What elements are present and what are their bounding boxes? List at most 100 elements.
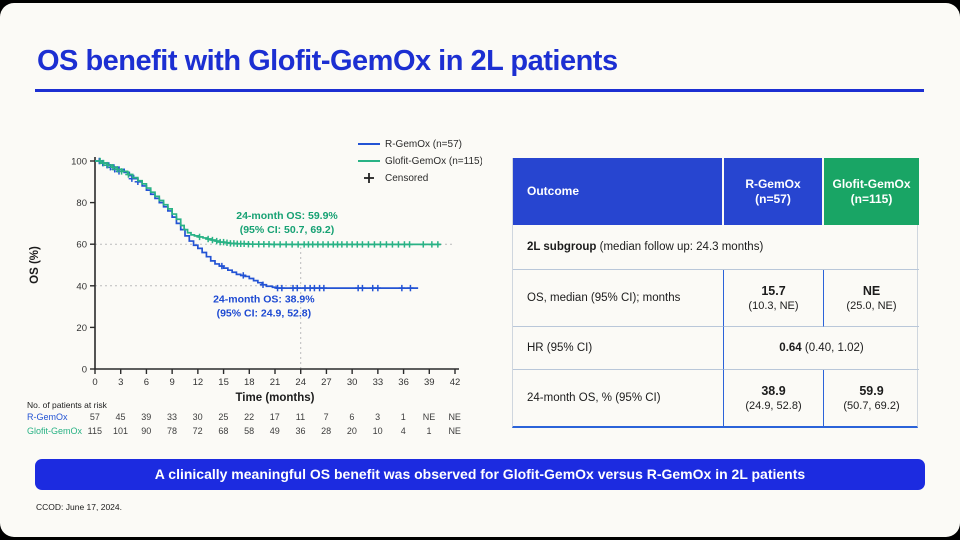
svg-text:36: 36 [398, 377, 409, 388]
svg-text:6: 6 [144, 377, 149, 388]
os24-glofit-ci: (50.7, 69.2) [843, 399, 900, 412]
risk-value: 58 [244, 426, 255, 436]
risk-value: 17 [269, 412, 280, 422]
hr-value-ci: (0.40, 1.02) [801, 341, 864, 354]
svg-text:18: 18 [244, 377, 255, 388]
risk-value: 68 [218, 426, 229, 436]
svg-text:30: 30 [347, 377, 358, 388]
risk-value: 10 [372, 426, 383, 436]
risk-row-glofit: Glofit-GemOx 115 101 90 78 72 68 58 49 36 28 20 10 4 1… [0, 426, 500, 439]
risk-value: NE [422, 412, 436, 422]
header-rgemox-line1: R-GemOx [745, 176, 801, 191]
svg-text:R-GemOx (n=57): R-GemOx (n=57) [385, 139, 462, 150]
svg-text:42: 42 [450, 377, 461, 388]
page-title: OS benefit with Glofit-GemOx in 2L patie… [37, 45, 618, 77]
risk-value: 78 [166, 426, 177, 436]
os-median-glofit-value: NE [862, 283, 881, 298]
risk-value: 28 [321, 426, 332, 436]
svg-text:3: 3 [118, 377, 123, 388]
os24-rgemox: 38.9 (24.9, 52.8) [724, 370, 824, 426]
svg-text:24-month OS: 59.9%: 24-month OS: 59.9% [236, 210, 338, 222]
risk-value: 1 [426, 426, 432, 436]
slide: OS benefit with Glofit-GemOx in 2L patie… [0, 3, 960, 537]
hr-label: HR (95% CI) [513, 327, 724, 370]
outcome-table: Outcome R-GemOx (n=57) Glofit-GemOx (n=1… [512, 158, 919, 428]
svg-text:(95% CI: 50.7, 69.2): (95% CI: 50.7, 69.2) [240, 224, 335, 236]
svg-text:80: 80 [76, 198, 87, 209]
os24-glofit: 59.9 (50.7, 69.2) [824, 370, 919, 426]
censor-marks-glofit-gemox-n-115 [96, 157, 442, 248]
svg-text:21: 21 [270, 377, 281, 388]
risk-value: 90 [141, 426, 152, 436]
os-median-glofit-ci: (25.0, NE) [846, 299, 897, 312]
svg-text:9: 9 [169, 377, 174, 388]
svg-text:33: 33 [373, 377, 384, 388]
outcome-table-header-outcome: Outcome [513, 158, 724, 225]
svg-text:12: 12 [193, 377, 204, 388]
risk-value: 72 [192, 426, 203, 436]
os-median-rgemox-ci: (10.3, NE) [748, 299, 799, 312]
title-underline [35, 89, 924, 92]
svg-text:0: 0 [92, 377, 97, 388]
svg-text:OS (%): OS (%) [29, 246, 41, 284]
outcome-table-header-glofit: Glofit-GemOx (n=115) [824, 158, 919, 225]
subgroup-bold: 2L subgroup [527, 241, 597, 253]
risk-value: 33 [166, 412, 177, 422]
header-glofit-line1: Glofit-GemOx [832, 176, 911, 191]
risk-value: NE [448, 412, 461, 422]
os24-glofit-value: 59.9 [859, 383, 884, 398]
risk-value: 11 [295, 412, 306, 422]
risk-value: 57 [89, 412, 100, 422]
risk-value: 101 [113, 426, 129, 436]
svg-text:(95% CI: 24.9, 52.8): (95% CI: 24.9, 52.8) [217, 307, 312, 319]
risk-value: 20 [346, 426, 357, 436]
risk-label: R-GemOx [27, 412, 68, 422]
svg-text:24: 24 [295, 377, 306, 388]
hr-value-main: 0.64 [779, 341, 802, 354]
risk-value: 25 [218, 412, 229, 422]
risk-value: 3 [375, 412, 381, 422]
os24-rgemox-ci: (24.9, 52.8) [745, 399, 802, 412]
risk-value: 7 [323, 412, 329, 422]
subgroup-row: 2L subgroup (median follow up: 24.3 mont… [513, 225, 919, 270]
svg-text:Glofit-GemOx (n=115): Glofit-GemOx (n=115) [385, 156, 482, 167]
svg-text:27: 27 [321, 377, 332, 388]
os24-rgemox-value: 38.9 [761, 383, 786, 398]
os-median-glofit: NE (25.0, NE) [824, 270, 919, 327]
risk-row-rgemox: R-GemOx 57 45 39 33 30 25 22 17 11 7 6 3 1 NE NE [0, 412, 500, 425]
svg-text:Time (months): Time (months) [235, 392, 314, 404]
header-glofit-line2: (n=115) [850, 191, 893, 206]
os-median-label: OS, median (95% CI); months [513, 270, 724, 327]
km-plot-area: 0 20 40 60 80 100 0 3 6 9 12 15 18 21 24 27 30 33 36 39 42 Ti… [22, 131, 483, 423]
svg-text:60: 60 [76, 240, 87, 251]
subgroup-rest: (median follow up: 24.3 months) [596, 241, 764, 253]
svg-text:39: 39 [424, 377, 435, 388]
risk-value: 22 [244, 412, 255, 422]
chart-legend: R-GemOx (n=57) Glofit-GemOx (n=115) Censor… [358, 139, 483, 184]
os24-label: 24-month OS, % (95% CI) [513, 370, 724, 426]
svg-text:Censored: Censored [385, 173, 428, 184]
risk-value: 36 [295, 426, 306, 436]
svg-text:24-month OS: 38.9%: 24-month OS: 38.9% [213, 293, 315, 305]
risk-value: 115 [87, 426, 103, 436]
hr-value: 0.64 (0.40, 1.02) [724, 327, 919, 370]
risk-label: Glofit-GemOx [27, 426, 83, 436]
risk-table-title: No. of patients at risk [27, 400, 107, 410]
risk-value: 45 [115, 412, 126, 422]
svg-text:20: 20 [76, 323, 87, 334]
svg-text:40: 40 [76, 281, 87, 292]
conclusion-banner: A clinically meaningful OS benefit was o… [35, 459, 925, 490]
risk-value: 4 [400, 426, 406, 436]
outcome-table-header-rgemox: R-GemOx (n=57) [724, 158, 824, 225]
svg-text:15: 15 [218, 377, 229, 388]
risk-value: 30 [192, 412, 203, 422]
risk-value: 39 [141, 412, 152, 422]
risk-value: 6 [349, 412, 355, 422]
risk-value: 49 [269, 426, 280, 436]
risk-value: 1 [400, 412, 406, 422]
os-median-rgemox: 15.7 (10.3, NE) [724, 270, 824, 327]
svg-text:0: 0 [82, 365, 87, 376]
ccod-footer: CCOD: June 17, 2024. [36, 502, 122, 512]
